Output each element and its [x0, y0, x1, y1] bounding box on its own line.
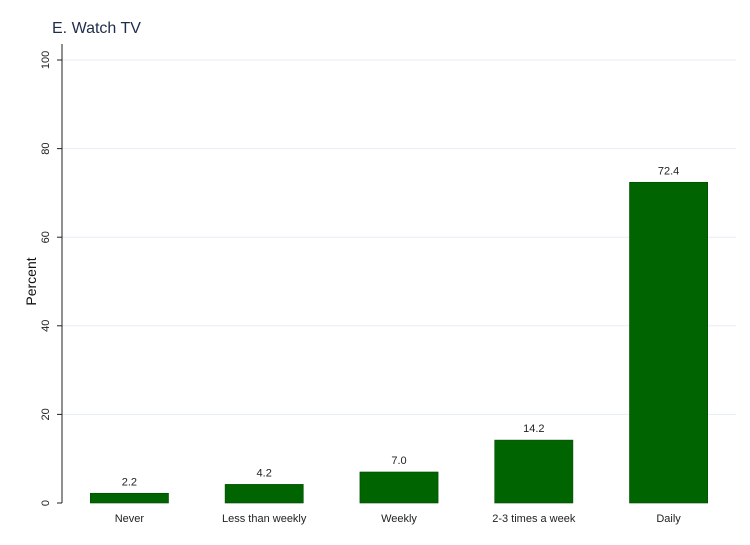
grid-layer: [62, 59, 736, 415]
y-tick-label: 0: [40, 500, 52, 506]
y-tick-label: 60: [40, 231, 52, 243]
bar: [359, 471, 439, 504]
bar-value-label: 2.2: [122, 476, 137, 488]
x-tick-label: Daily: [656, 513, 681, 525]
chart-title: E. Watch TV: [52, 20, 141, 37]
y-tick-label: 100: [40, 51, 52, 69]
y-tick-label: 80: [40, 142, 52, 154]
x-tick-label: Weekly: [381, 513, 417, 525]
bar: [629, 181, 708, 504]
label-layer: 2.2 Never 4.2 Less than weekly 7.0 Weekly 14.2…: [115, 165, 682, 525]
axis-layer: 0 20 40 60 80 100 Percent: [23, 44, 63, 506]
x-tick-label: 2-3 times a week: [492, 513, 576, 525]
bar-layer: [90, 181, 708, 504]
x-tick-label: Never: [115, 513, 145, 525]
bar: [90, 492, 169, 504]
y-axis-label: Percent: [23, 257, 39, 305]
bar-value-label: 14.2: [523, 423, 544, 435]
bar-value-label: 72.4: [658, 165, 679, 177]
y-tick-label: 20: [40, 408, 52, 420]
x-tick-label: Less than weekly: [222, 513, 307, 525]
y-tick-label: 40: [40, 320, 52, 332]
bar: [494, 439, 574, 504]
bar: [224, 484, 304, 504]
bar-value-label: 7.0: [391, 455, 406, 467]
bar-value-label: 4.2: [257, 467, 272, 479]
